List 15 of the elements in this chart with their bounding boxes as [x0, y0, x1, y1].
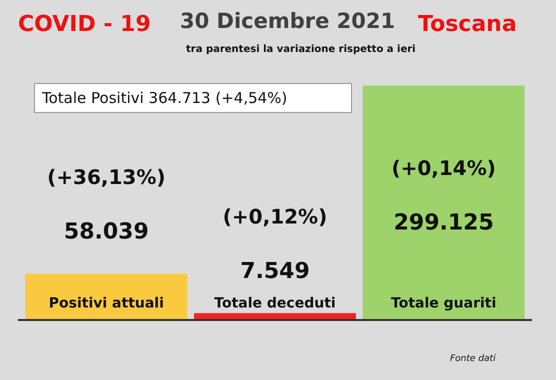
data-label: 7.549: [240, 258, 310, 284]
source-note: Fonte dati: [450, 354, 496, 364]
annotation: (+0,14%): [391, 156, 496, 180]
annotation: (+36,13%): [47, 164, 166, 189]
annotation: (+0,12%): [222, 204, 328, 228]
chart-subtitle: tra parentesi la variazione rispetto a ieri: [186, 44, 416, 55]
x-tick-label: Totale deceduti: [214, 296, 336, 312]
x-tick-label: Positivi attuali: [48, 296, 164, 312]
text: COVID - 19: [18, 12, 151, 37]
x-tick-label: Totale guariti: [391, 296, 496, 312]
data-label: 58.039: [64, 219, 149, 244]
annotation: Totale Positivi 364.713 (+4,54%): [42, 88, 288, 109]
data-label: 299.125: [394, 210, 494, 236]
text: Toscana: [418, 12, 517, 37]
chart-title: 30 Dicembre 2021: [180, 9, 396, 33]
